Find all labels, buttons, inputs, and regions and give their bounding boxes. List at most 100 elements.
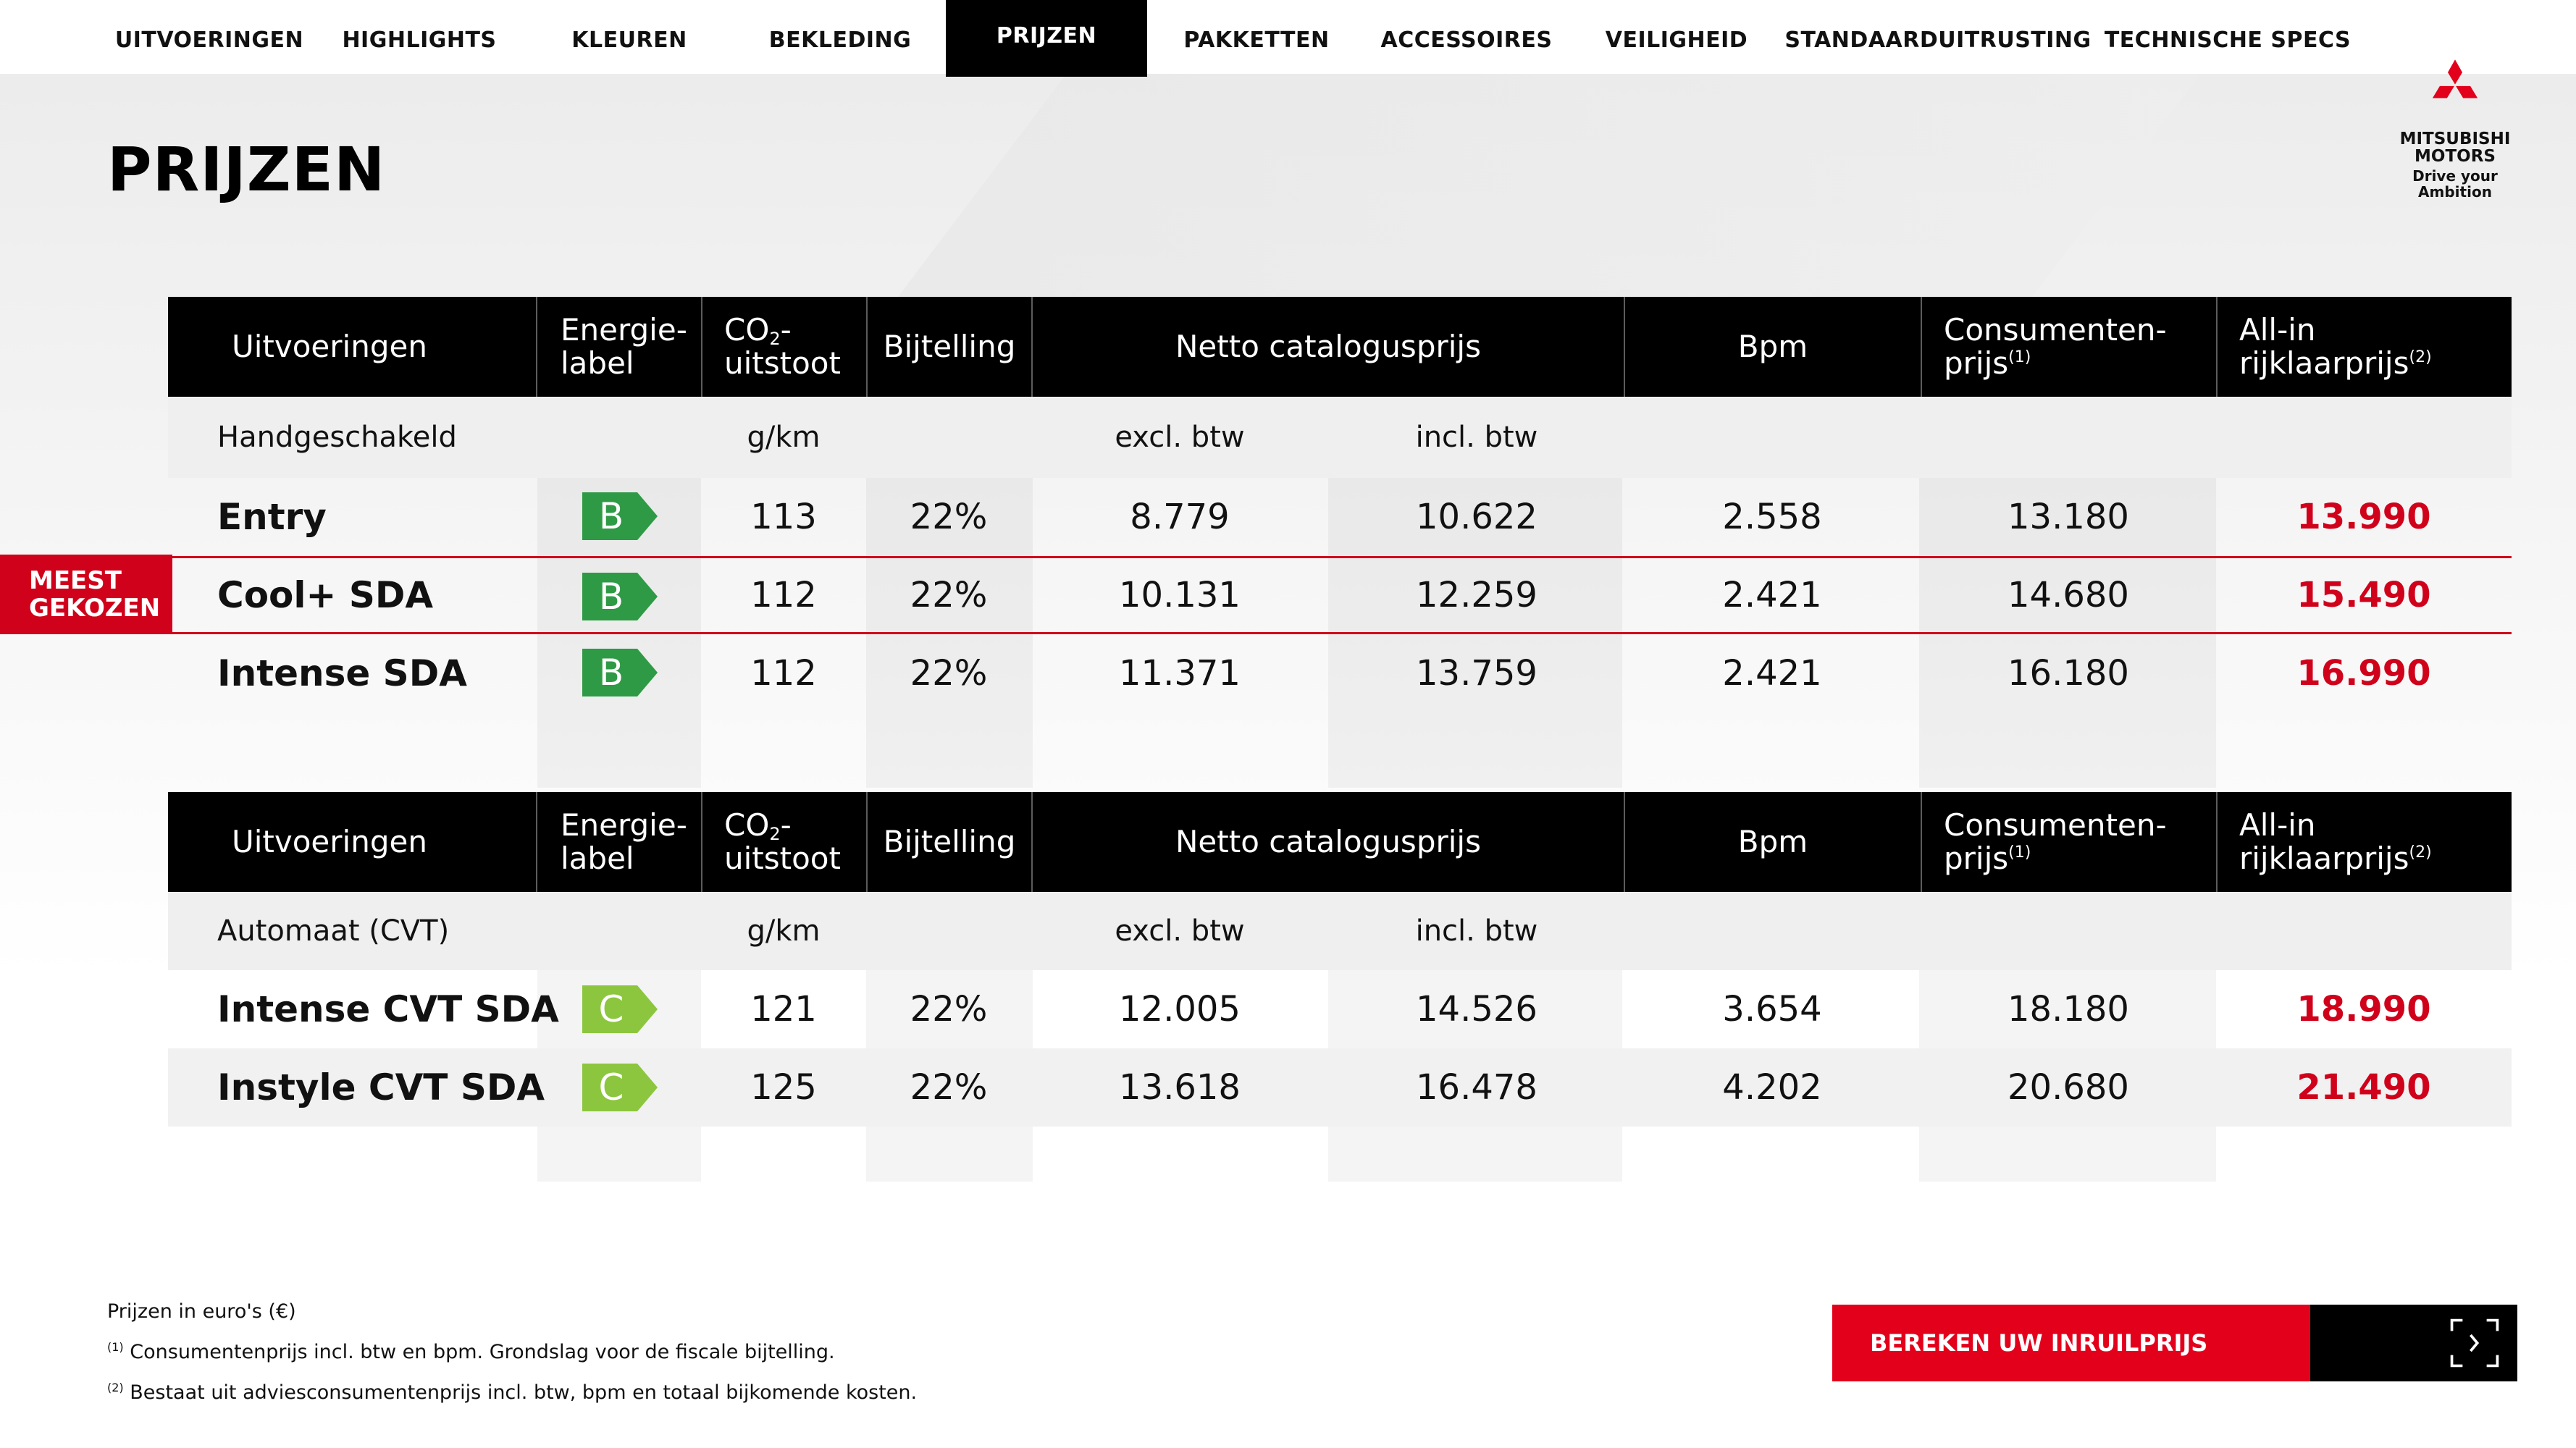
bpm-value: 3.654 — [1722, 989, 1822, 1030]
price-incl-btw: 14.526 — [1416, 989, 1537, 1030]
price-incl-btw: 10.622 — [1416, 497, 1537, 537]
page-title: PRIJZEN — [107, 134, 386, 205]
table-row: Intense SDA 112 22% 11.371 13.759 2.421 16.180… — [168, 634, 2512, 712]
table-row: Entry 113 22% 8.779 10.622 2.558 13.180 13.990 B — [168, 478, 2512, 556]
header-energielabel: Energie-label — [536, 297, 701, 397]
nav-item-pakketten[interactable]: PAKKETTEN — [1183, 27, 1330, 53]
unit-gkm: g/km — [747, 421, 821, 454]
table-header: Uitvoeringen Energie-label CO2- uitstoot … — [168, 297, 2512, 397]
bijtelling-value: 22% — [910, 575, 988, 615]
price-excl-btw: 12.005 — [1119, 989, 1241, 1030]
header-co2: CO2- uitstoot — [701, 297, 866, 397]
bpm-value: 2.558 — [1722, 497, 1822, 537]
header-consumentenprijs: Consumenten-prijs(1) — [1921, 297, 2216, 397]
header-netto: Netto catalogusprijs — [1031, 792, 1624, 892]
co2-value: 112 — [750, 653, 817, 694]
nav-item-highlights[interactable]: HIGHLIGHTS — [342, 27, 497, 53]
co2-value: 121 — [750, 989, 817, 1030]
co2-value: 112 — [750, 575, 817, 615]
table-row: Instyle CVT SDA 125 22% 13.618 16.478 4.202 20… — [168, 1048, 2512, 1127]
energy-label-icon: B — [582, 492, 658, 540]
group-label: Automaat (CVT) — [217, 914, 450, 948]
energy-label-letter: B — [599, 576, 624, 618]
trade-in-cta: BEREKEN UW INRUILPRIJS — [1832, 1305, 2517, 1381]
footnote-currency: Prijzen in euro's (€) — [107, 1300, 296, 1323]
nav-item-technische-specs[interactable]: TECHNISCHE SPECS — [2104, 27, 2351, 53]
price-excl-btw: 11.371 — [1119, 653, 1241, 694]
brand-tagline: Drive your Ambition — [2412, 167, 2498, 201]
bijtelling-value: 22% — [910, 1067, 988, 1108]
nav-item-prijzen[interactable]: PRIJZEN — [946, 0, 1147, 77]
allin-price-value: 13.990 — [2296, 497, 2431, 537]
header-consumentenprijs: Consumenten-prijs(1) — [1921, 792, 2216, 892]
energy-label-icon: B — [582, 573, 658, 620]
unit-row: Handgeschakeld g/km excl. btw incl. btw — [168, 397, 2512, 478]
table-row: Intense CVT SDA 121 22% 12.005 14.526 3.654 18… — [168, 970, 2512, 1048]
brand-name-line2: MOTORS — [2415, 147, 2496, 166]
header-allin: All-in rijklaarprijs(2) — [2216, 792, 2512, 892]
consumentenprijs-value: 20.680 — [2007, 1067, 2129, 1108]
bereken-inruilprijs-button[interactable]: BEREKEN UW INRUILPRIJS — [1832, 1305, 2310, 1381]
price-excl-btw: 10.131 — [1119, 575, 1241, 615]
footnote-2: (2) Bestaat uit adviesconsumentenprijs i… — [107, 1381, 918, 1404]
allin-price-value: 21.490 — [2296, 1067, 2431, 1108]
consumentenprijs-value: 14.680 — [2007, 575, 2129, 615]
header-energielabel: Energie-label — [536, 792, 701, 892]
energy-label-icon: C — [582, 985, 658, 1033]
consumentenprijs-value: 16.180 — [2007, 653, 2129, 694]
nav-item-standaarduitrusting[interactable]: STANDAARDUITRUSTING — [1784, 27, 2092, 53]
price-incl-btw: 12.259 — [1416, 575, 1537, 615]
bijtelling-value: 22% — [910, 497, 988, 537]
allin-price-value: 16.990 — [2296, 653, 2431, 694]
header-allin: All-in rijklaarprijs(2) — [2216, 297, 2512, 397]
unit-excl: excl. btw — [1115, 421, 1245, 454]
allin-price-value: 15.490 — [2296, 575, 2431, 615]
price-table-manual: Uitvoeringen Energie-label CO2- uitstoot … — [168, 297, 2512, 712]
energy-label-icon: B — [582, 649, 658, 696]
unit-gkm: g/km — [747, 914, 821, 948]
co2-value: 113 — [750, 497, 817, 537]
header-netto: Netto catalogusprijs — [1031, 297, 1624, 397]
price-excl-btw: 8.779 — [1130, 497, 1230, 537]
header-bpm: Bpm — [1624, 792, 1921, 892]
model-name: Instyle CVT SDA — [217, 1066, 545, 1108]
unit-excl: excl. btw — [1115, 914, 1245, 948]
consumentenprijs-value: 18.180 — [2007, 989, 2129, 1030]
price-table-automatic: Uitvoeringen Energie-label CO2- uitstoot … — [168, 792, 2512, 1127]
footnote-1: (1) Consumentenprijs incl. btw en bpm. G… — [107, 1340, 835, 1363]
price-incl-btw: 16.478 — [1416, 1067, 1537, 1108]
bijtelling-value: 22% — [910, 653, 988, 694]
nav-item-veiligheid[interactable]: VEILIGHEID — [1605, 27, 1748, 53]
group-label: Handgeschakeld — [217, 421, 457, 454]
price-incl-btw: 13.759 — [1416, 653, 1537, 694]
expand-icon — [2450, 1318, 2499, 1368]
fullscreen-button[interactable] — [2310, 1305, 2517, 1381]
energy-label-letter: B — [599, 652, 624, 694]
model-name: Intense SDA — [217, 652, 467, 694]
energy-label-letter: B — [599, 495, 624, 537]
header-bijtelling: Bijtelling — [866, 297, 1031, 397]
background-diagonal — [898, 72, 2202, 297]
model-name: Entry — [217, 496, 327, 538]
model-name: Cool+ SDA — [217, 574, 434, 616]
table-header: Uitvoeringen Energie-label CO2- uitstoot … — [168, 792, 2512, 892]
energy-label-letter: C — [599, 988, 624, 1030]
unit-incl: incl. btw — [1415, 914, 1538, 948]
model-name: Intense CVT SDA — [217, 988, 559, 1030]
header-co2: CO2- uitstoot — [701, 792, 866, 892]
table-row: Cool+ SDA 112 22% 10.131 12.259 2.421 14.680 15… — [168, 556, 2512, 634]
nav-item-bekleding[interactable]: BEKLEDING — [768, 27, 912, 53]
unit-incl: incl. btw — [1415, 421, 1538, 454]
nav-item-kleuren[interactable]: KLEUREN — [571, 27, 687, 53]
meest-gekozen-badge: MEEST GEKOZEN — [0, 555, 172, 634]
brand-name-line1: MITSUBISHI — [2399, 130, 2511, 148]
header-bpm: Bpm — [1624, 297, 1921, 397]
nav-item-uitvoeringen[interactable]: UITVOERINGEN — [114, 27, 304, 53]
nav-item-accessoires[interactable]: ACCESSOIRES — [1380, 27, 1553, 53]
header-bijtelling: Bijtelling — [866, 792, 1031, 892]
co2-value: 125 — [750, 1067, 817, 1108]
top-navigation: UITVOERINGEN HIGHLIGHTS KLEUREN BEKLEDIN… — [0, 0, 2576, 77]
bpm-value: 4.202 — [1722, 1067, 1822, 1108]
bpm-value: 2.421 — [1722, 575, 1822, 615]
energy-label-letter: C — [599, 1066, 624, 1108]
